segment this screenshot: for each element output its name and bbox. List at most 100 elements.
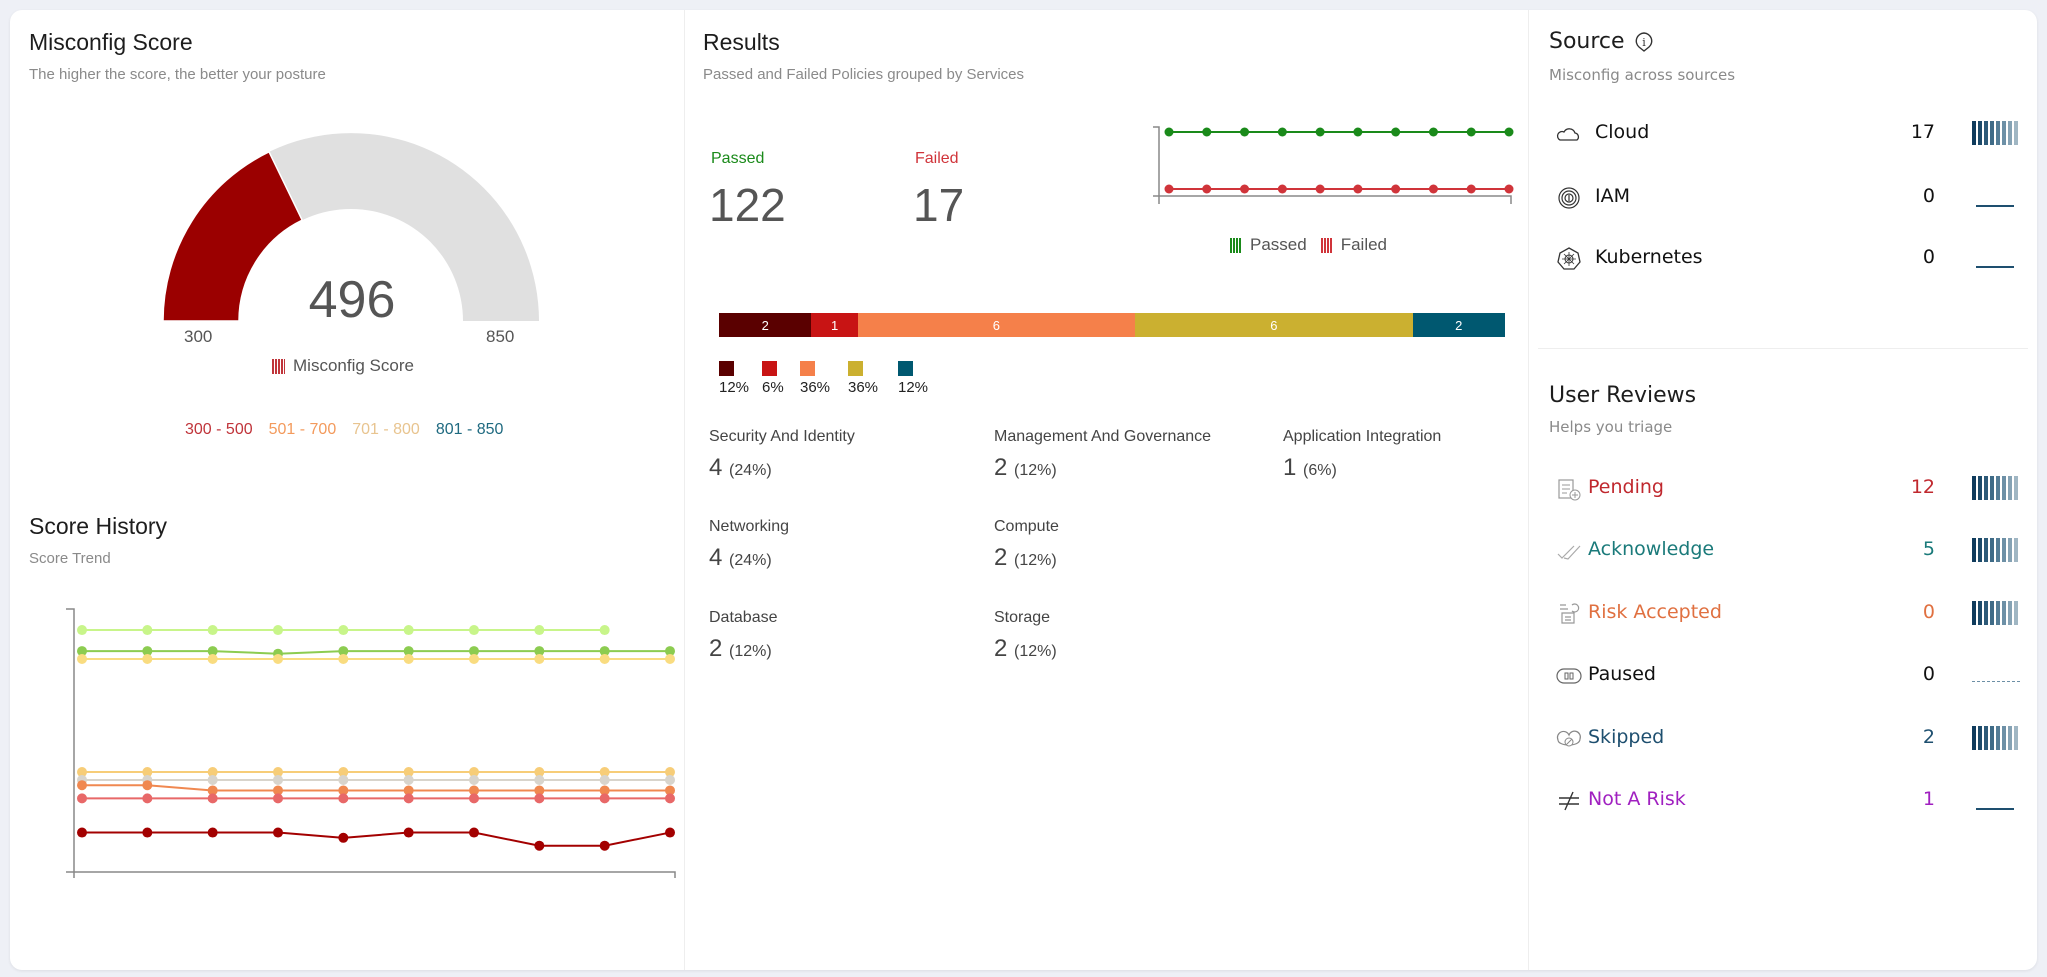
data-point[interactable] [534,840,545,851]
list-row-paused[interactable]: Paused 0 [1540,659,2030,693]
data-point[interactable] [338,653,349,664]
category-item[interactable]: Security And Identity 4 (24%) [709,428,855,482]
data-point[interactable] [469,785,479,796]
data-point[interactable] [338,767,349,778]
trend-point[interactable] [1202,127,1212,137]
data-point[interactable] [534,785,545,796]
data-point[interactable] [469,827,479,838]
bar-segment[interactable]: 1 [811,313,858,337]
data-point[interactable] [403,827,414,838]
data-point[interactable] [142,653,153,664]
data-point[interactable] [338,646,349,657]
data-point[interactable] [599,646,610,657]
bar-segment[interactable]: 2 [719,313,812,337]
data-point[interactable] [403,646,414,657]
data-point[interactable] [469,625,479,636]
data-point[interactable] [665,827,675,838]
data-point[interactable] [273,785,283,796]
list-row-risk-accepted[interactable]: Risk Accepted 0 [1540,597,2030,631]
data-point[interactable] [338,785,349,796]
trend-point[interactable] [1391,127,1401,137]
list-row-kubernetes[interactable]: Kubernetes 0 [1540,242,2030,276]
info-icon[interactable]: i [1633,31,1655,53]
data-point[interactable] [207,827,218,838]
data-point[interactable] [665,785,675,796]
trend-point[interactable] [1164,127,1174,137]
bar-segment[interactable]: 6 [1135,313,1413,337]
data-point[interactable] [469,653,479,664]
data-point[interactable] [207,774,218,785]
data-point[interactable] [142,646,153,657]
data-point[interactable] [403,785,414,796]
data-point[interactable] [534,625,545,636]
trend-point[interactable] [1466,184,1476,194]
data-point[interactable] [207,646,218,657]
list-row-skipped[interactable]: Skipped 2 [1540,722,2030,756]
data-point[interactable] [403,767,414,778]
trend-point[interactable] [1428,127,1438,137]
data-point[interactable] [77,646,87,657]
data-point[interactable] [534,646,545,657]
trend-point[interactable] [1202,184,1212,194]
data-point[interactable] [338,774,349,785]
gauge-legend[interactable]: Misconfig Score [272,356,414,376]
data-point[interactable] [338,625,349,636]
data-point[interactable] [207,653,218,664]
data-point[interactable] [469,646,479,657]
data-point[interactable] [207,625,218,636]
trend-point[interactable] [1391,184,1401,194]
data-point[interactable] [273,653,283,664]
data-point[interactable] [599,793,610,804]
data-point[interactable] [403,625,414,636]
data-point[interactable] [534,767,545,778]
data-point[interactable] [142,780,153,791]
data-point[interactable] [665,774,675,785]
data-point[interactable] [273,774,283,785]
data-point[interactable] [665,646,675,657]
trend-point[interactable] [1353,127,1363,137]
data-point[interactable] [599,653,610,664]
data-point[interactable] [338,793,349,804]
data-point[interactable] [207,767,218,778]
data-point[interactable] [273,625,283,636]
category-item[interactable]: Compute 2 (12%) [994,518,1059,572]
data-point[interactable] [403,774,414,785]
data-point[interactable] [534,653,545,664]
list-row-cloud[interactable]: Cloud 17 [1540,117,2030,151]
trend-point[interactable] [1277,127,1287,137]
trend-point[interactable] [1277,184,1287,194]
trend-point[interactable] [1353,184,1363,194]
trend-point[interactable] [1240,127,1250,137]
data-point[interactable] [599,840,610,851]
trend-point[interactable] [1428,184,1438,194]
data-point[interactable] [273,793,283,804]
list-row-acknowledge[interactable]: Acknowledge 5 [1540,534,2030,568]
data-point[interactable] [207,793,218,804]
category-item[interactable]: Database 2 (12%) [709,609,778,663]
trend-point[interactable] [1315,127,1325,137]
data-point[interactable] [665,653,675,664]
trend-point[interactable] [1164,184,1174,194]
data-point[interactable] [77,625,87,636]
bar-segment[interactable]: 2 [1412,313,1505,337]
data-point[interactable] [469,767,479,778]
data-point[interactable] [207,785,218,796]
data-point[interactable] [142,625,153,636]
data-point[interactable] [273,767,283,778]
data-point[interactable] [599,774,610,785]
list-row-iam[interactable]: IAM 0 [1540,181,2030,215]
trend-point[interactable] [1315,184,1325,194]
data-point[interactable] [403,793,414,804]
list-row-not-a-risk[interactable]: Not A Risk 1 [1540,784,2030,818]
data-point[interactable] [77,780,87,791]
category-item[interactable]: Storage 2 (12%) [994,609,1057,663]
trend-point[interactable] [1504,127,1514,137]
trend-point[interactable] [1504,184,1514,194]
data-point[interactable] [534,793,545,804]
data-point[interactable] [469,793,479,804]
data-point[interactable] [338,832,349,843]
data-point[interactable] [403,653,414,664]
data-point[interactable] [77,827,87,838]
data-point[interactable] [599,767,610,778]
category-item[interactable]: Management And Governance 2 (12%) [994,428,1211,482]
